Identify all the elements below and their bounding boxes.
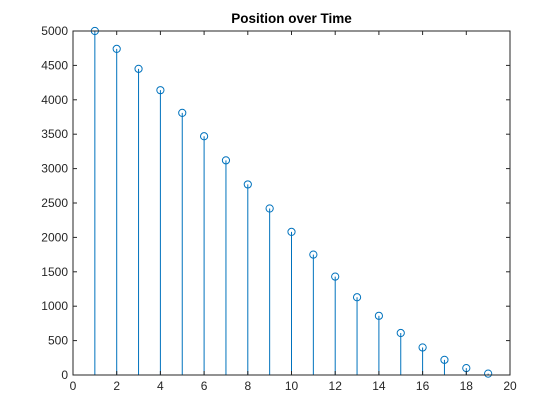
y-tick-label: 0 (61, 368, 68, 382)
y-tick-label: 2500 (41, 196, 68, 210)
y-tick-label: 500 (48, 334, 68, 348)
stem-marker (309, 250, 318, 259)
stem-series (90, 26, 493, 378)
x-tick-label: 6 (201, 379, 208, 393)
y-tick-label: 1000 (41, 299, 68, 313)
stem-marker (134, 64, 143, 73)
stem-marker (440, 355, 449, 364)
x-tick-label: 20 (503, 379, 517, 393)
stem-marker (396, 328, 405, 338)
y-tick-label: 2000 (41, 230, 68, 244)
x-tick-label: 14 (372, 379, 386, 393)
y-tick-label: 4000 (41, 93, 68, 107)
stem-marker (374, 311, 383, 320)
stem-marker (156, 86, 165, 95)
x-tick-label: 0 (70, 379, 77, 393)
stem-marker (243, 180, 252, 189)
stem-marker (200, 132, 209, 141)
y-axis-ticks: 0 500 1000 1500 2000 2500 3000 3500 4000 4500 5000 (41, 24, 510, 382)
y-tick-label: 3000 (41, 162, 68, 176)
stem-marker (418, 343, 427, 352)
stem-marker (221, 156, 231, 165)
stem-marker (352, 293, 362, 302)
y-tick-label: 3500 (41, 127, 68, 141)
x-tick-label: 18 (460, 379, 474, 393)
stem-marker (331, 272, 340, 281)
x-tick-label: 8 (244, 379, 251, 393)
x-axis-ticks: 0 2 4 6 8 10 12 14 16 18 20 (70, 31, 517, 393)
stem-marker (265, 204, 274, 213)
x-tick-label: 2 (113, 379, 120, 393)
y-tick-label: 5000 (41, 24, 68, 38)
stem-marker (287, 227, 296, 236)
x-tick-label: 10 (285, 379, 299, 393)
stem-marker (178, 108, 187, 117)
x-tick-label: 12 (329, 379, 343, 393)
stem-marker (112, 44, 121, 53)
x-tick-label: 16 (416, 379, 430, 393)
y-tick-label: 1500 (41, 265, 68, 279)
chart-title: Position over Time (231, 11, 352, 26)
y-tick-label: 4500 (41, 58, 68, 72)
stem-marker (484, 369, 493, 378)
x-tick-label: 4 (157, 379, 164, 393)
